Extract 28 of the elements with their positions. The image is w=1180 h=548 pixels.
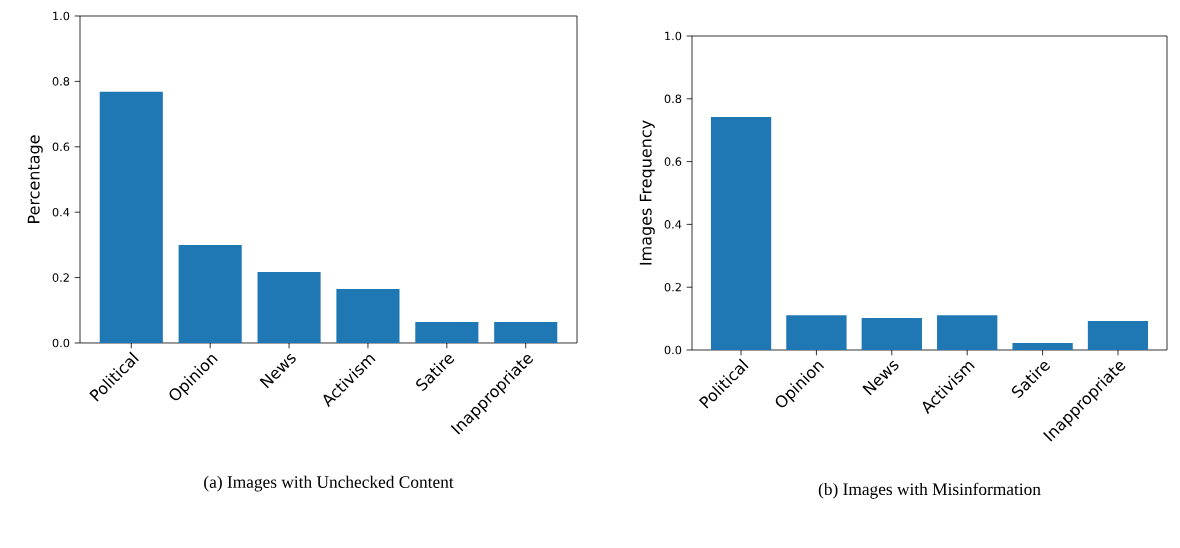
y-tick-label: 0.6 [664,157,682,166]
bar [1087,321,1149,350]
y-tick-label: 0.8 [52,77,70,86]
text: (a) Images with Unchecked Content [204,475,454,492]
bar [178,244,242,343]
bar [415,322,479,343]
y-tick-label: 0.4 [664,220,682,229]
y-tick-label: 0.6 [52,142,70,152]
y-tick-label: 0.2 [52,273,69,282]
text: (b) Images with Misinformation [818,482,1041,499]
bar [937,315,998,350]
bar [861,317,922,350]
y-axis-title: Images Frequency [639,120,655,265]
y-tick-label: 0.8 [664,94,682,104]
bar [257,272,321,343]
bar [1012,343,1073,350]
y-axis-title: Percentage [27,135,43,223]
bar [494,322,558,343]
y-tick-label: 0.0 [664,345,682,355]
bar [786,315,847,350]
y-tick-label: 0.2 [664,282,681,292]
bar [336,289,400,343]
y-tick-label: 1.0 [665,31,682,41]
bar [710,117,772,350]
y-tick-label: 0.0 [52,338,70,348]
y-tick-label: 1.0 [53,11,70,21]
y-tick-label: 0.4 [52,207,70,217]
bar [99,91,163,343]
